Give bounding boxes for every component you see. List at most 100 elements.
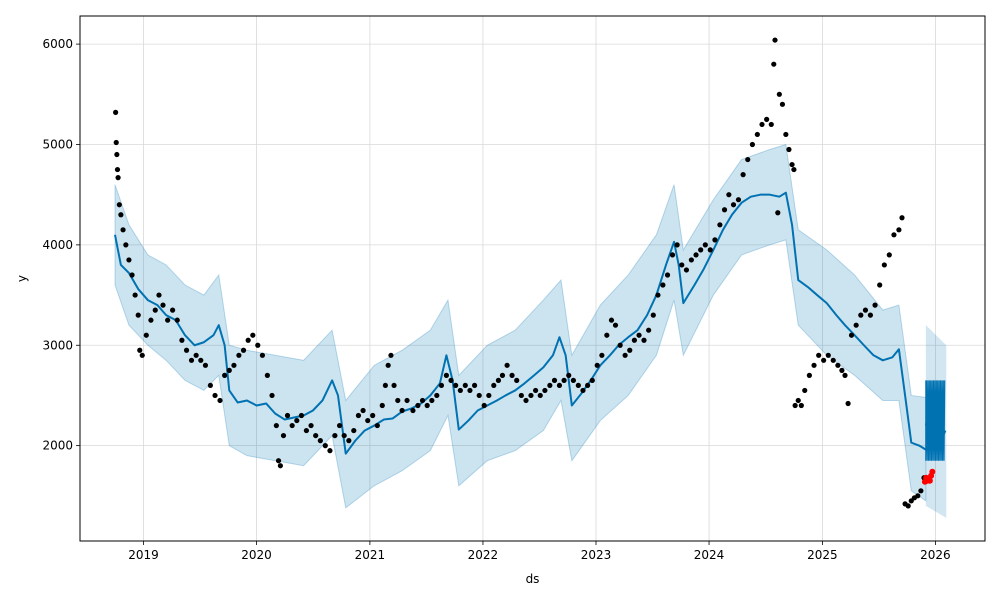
observed-point <box>802 387 808 394</box>
observed-point <box>825 352 831 358</box>
observed-point <box>771 61 777 67</box>
observed-point <box>604 332 610 338</box>
observed-point <box>835 362 841 368</box>
x-tick-label: 2021 <box>355 548 386 562</box>
observed-point <box>207 382 213 389</box>
observed-point <box>385 362 391 368</box>
observed-point <box>160 302 166 308</box>
observed-point <box>556 382 563 389</box>
y-axis-label: y <box>15 275 29 282</box>
observed-point <box>518 392 524 399</box>
observed-point <box>504 362 510 368</box>
observed-point <box>462 382 468 389</box>
observed-point <box>669 252 676 258</box>
x-axis-ticks: 2019 2020 2021 2022 2023 2024 2025 2026 <box>128 541 951 562</box>
observed-point <box>264 372 270 378</box>
x-tick-label: 2019 <box>128 548 159 562</box>
observed-point <box>551 377 558 383</box>
observed-point <box>255 342 261 348</box>
observed-point <box>303 427 310 434</box>
observed-point <box>585 382 591 389</box>
observed-point <box>379 402 385 409</box>
observed-point <box>779 101 786 107</box>
observed-point <box>768 121 774 128</box>
observed-point <box>457 387 463 394</box>
observed-point <box>471 382 478 389</box>
observed-point <box>905 503 911 509</box>
observed-point <box>481 402 487 409</box>
observed-point <box>789 161 795 168</box>
y-tick-label: 5000 <box>42 137 73 151</box>
observed-point <box>650 312 656 318</box>
observed-point <box>476 392 482 399</box>
observed-point <box>896 227 902 233</box>
observed-point <box>404 397 410 404</box>
forecast-line <box>114 191 927 455</box>
observed-point <box>313 432 319 439</box>
observed-point <box>858 312 864 318</box>
observed-point <box>202 362 209 368</box>
highlighted-point <box>929 468 936 475</box>
observed-point <box>655 292 661 298</box>
observed-point <box>429 397 435 404</box>
observed-point <box>226 367 232 373</box>
observed-point <box>848 332 855 338</box>
observed-point <box>721 207 728 213</box>
uncertainty-band <box>114 143 927 509</box>
observed-point <box>114 166 121 173</box>
observed-point <box>735 197 742 203</box>
observed-point <box>612 322 619 328</box>
observed-point <box>798 402 804 409</box>
observed-point <box>806 372 812 378</box>
observed-point <box>617 342 623 348</box>
observed-point <box>327 448 333 454</box>
observed-point <box>115 175 121 181</box>
observed-point <box>289 422 295 429</box>
observed-point <box>317 438 323 444</box>
observed-point <box>217 397 223 404</box>
observed-point <box>467 387 473 394</box>
observed-point <box>240 347 247 353</box>
observed-point <box>453 382 459 389</box>
observed-point <box>867 312 874 318</box>
x-tick-label: 2025 <box>807 548 838 562</box>
observed-point <box>250 332 256 338</box>
observed-point <box>776 91 782 97</box>
observed-point <box>273 422 279 429</box>
observed-point <box>532 387 539 394</box>
observed-point <box>795 397 801 404</box>
observed-point <box>764 116 770 122</box>
observed-point <box>791 166 797 173</box>
observed-point <box>116 202 122 208</box>
observed-point <box>608 317 615 323</box>
observed-point <box>365 417 371 424</box>
x-axis-label: ds <box>526 572 540 586</box>
observed-point <box>395 397 401 404</box>
observed-point <box>845 400 851 407</box>
y-tick-label: 3000 <box>42 338 73 352</box>
observed-point <box>528 392 534 399</box>
observed-point <box>698 247 704 253</box>
observed-point <box>118 212 124 218</box>
y-tick-label: 4000 <box>42 238 73 252</box>
observed-point <box>120 227 126 233</box>
observed-point <box>280 432 287 439</box>
observed-point <box>135 312 141 318</box>
observed-point <box>294 417 300 424</box>
observed-point <box>599 352 605 358</box>
x-tick-label: 2023 <box>581 548 612 562</box>
observed-point <box>193 352 199 358</box>
observed-point <box>660 282 666 288</box>
future-forecast-line <box>924 412 947 439</box>
observed-point <box>434 392 440 399</box>
observed-point <box>355 412 362 419</box>
observed-point <box>231 362 237 368</box>
observed-point <box>745 156 751 163</box>
observed-point <box>499 372 506 378</box>
chart-grid <box>80 16 985 541</box>
observed-point <box>165 317 171 323</box>
observed-point <box>740 172 746 178</box>
observed-point <box>839 367 845 373</box>
observed-point <box>862 307 869 313</box>
observed-point <box>346 438 352 444</box>
